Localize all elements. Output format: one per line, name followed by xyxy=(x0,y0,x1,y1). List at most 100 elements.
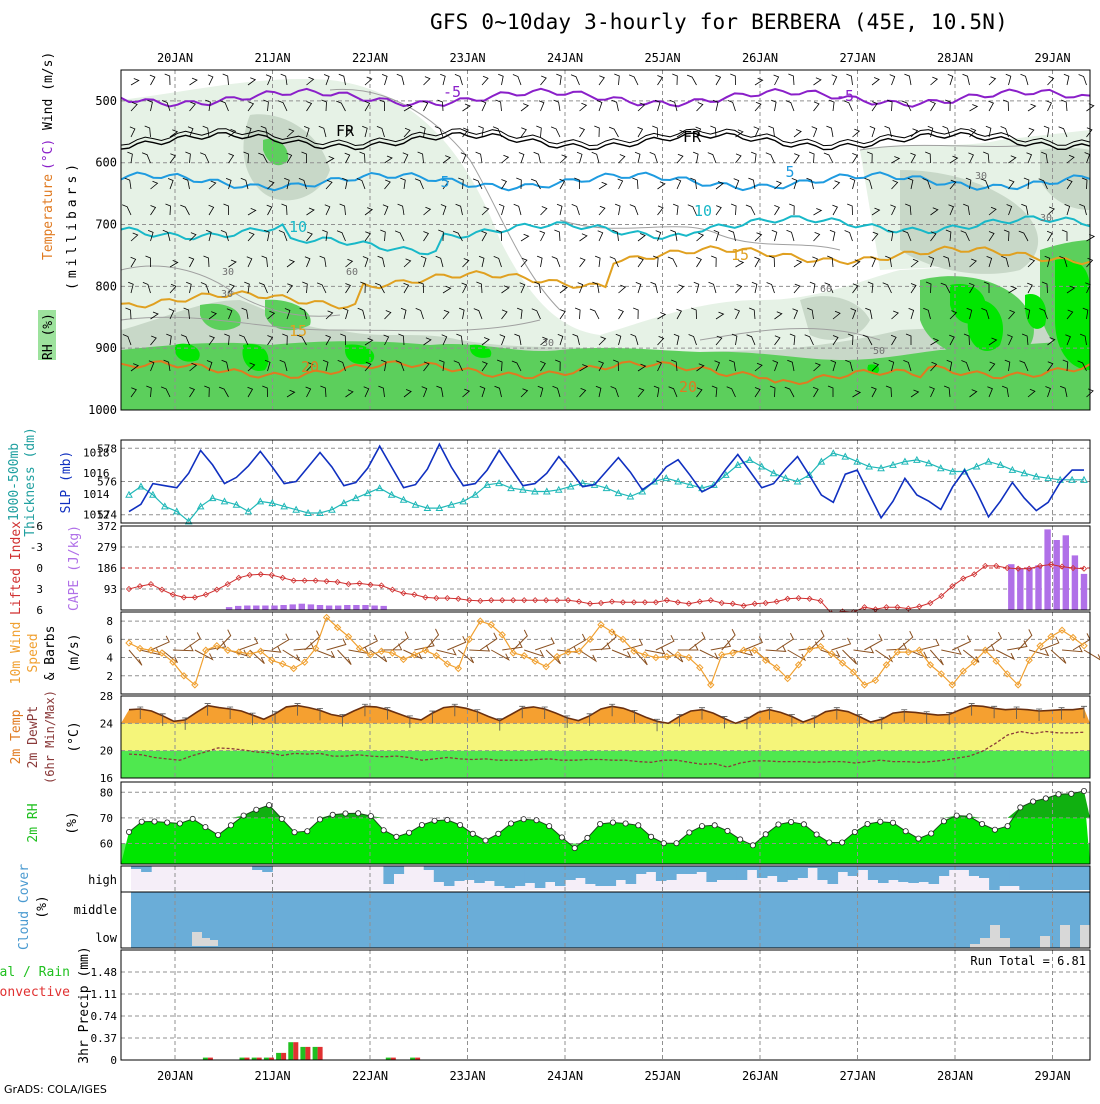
wind-barb xyxy=(442,309,450,320)
date-label-bottom: 28JAN xyxy=(937,1069,973,1083)
wind-barb xyxy=(843,100,853,112)
lifted-index-point xyxy=(586,600,594,607)
wind-barb xyxy=(305,386,312,398)
wind-barb xyxy=(754,101,762,112)
cape-bar xyxy=(271,605,278,610)
temp-minmax-bar xyxy=(788,714,795,727)
rh-contour xyxy=(699,327,881,341)
wind-barb xyxy=(617,178,624,190)
wind-barb xyxy=(1078,74,1087,86)
isotherm-label: 5 xyxy=(440,173,449,191)
date-label-bottom: 25JAN xyxy=(644,1069,680,1083)
wind-barb xyxy=(786,229,795,242)
cloud-high-bar xyxy=(433,866,445,882)
wind-speed-point xyxy=(410,651,419,659)
isotherm-label: 10 xyxy=(289,218,307,236)
rh-point xyxy=(839,839,846,846)
wind-barb xyxy=(247,101,255,112)
wind10m-barb xyxy=(622,638,644,651)
wind-barb xyxy=(520,103,530,112)
isotherm-label: 15 xyxy=(731,246,749,264)
y-tick-label-left: 578 xyxy=(97,442,117,455)
thickness-point xyxy=(829,449,838,457)
wind-barb xyxy=(130,363,140,372)
wind-barb xyxy=(403,104,413,112)
thickness-point xyxy=(363,489,372,497)
date-label-top: 25JAN xyxy=(644,51,680,65)
rh-point xyxy=(393,833,400,840)
thickness-point xyxy=(745,455,754,463)
wind-barb xyxy=(598,181,608,190)
cloud-low-bar xyxy=(1080,925,1090,948)
thickness-point xyxy=(244,507,253,515)
wind-barb xyxy=(442,155,452,164)
wind-speed-point xyxy=(586,635,594,644)
wind-barb xyxy=(910,389,920,398)
wind-barb xyxy=(832,204,838,216)
wind-barb xyxy=(403,127,411,138)
wind-barb xyxy=(618,309,624,320)
wind-barb xyxy=(422,100,429,112)
wind-barb xyxy=(1008,155,1017,164)
y-tick-label: 500 xyxy=(95,94,117,108)
date-label-bottom: 24JAN xyxy=(547,1069,583,1083)
cloud-low-bar xyxy=(192,932,202,946)
lifted-index-point xyxy=(927,599,934,607)
lifted-index-point xyxy=(345,581,352,588)
wind-barb xyxy=(1001,255,1009,268)
wind-speed-point xyxy=(816,642,825,651)
thickness-point xyxy=(387,490,396,498)
wind-barb xyxy=(945,229,952,242)
thickness-point xyxy=(984,457,993,465)
thickness-point xyxy=(733,460,742,468)
thickness-slp-panel xyxy=(120,439,1091,525)
wind-barb xyxy=(296,334,307,346)
wind-speed-point xyxy=(191,681,199,689)
wind-barb xyxy=(574,307,581,320)
thickness-point xyxy=(542,487,551,495)
wind-barb xyxy=(169,153,177,164)
temp-minmax-bar xyxy=(654,718,661,732)
temp-minmax-bar xyxy=(496,718,503,731)
rh-label: 30 xyxy=(1040,213,1052,224)
wind-barb xyxy=(1086,257,1094,268)
wind-barb xyxy=(832,310,841,320)
cloud-ylabel-text: Cloud Cover xyxy=(17,864,32,950)
panel-frame xyxy=(120,525,1091,611)
wind-barb xyxy=(1047,337,1056,346)
rh-point xyxy=(813,831,820,838)
thickness-point xyxy=(1008,465,1017,473)
wind-barb xyxy=(498,73,504,86)
wind-barb xyxy=(988,361,996,372)
rh-point xyxy=(749,842,756,849)
rh-point xyxy=(877,818,884,825)
wind-barb xyxy=(693,281,700,294)
wind-barb xyxy=(882,282,892,294)
wind-barb xyxy=(400,177,406,190)
wind-barb xyxy=(434,126,444,138)
wind-barb xyxy=(749,307,756,320)
precip-convective-bar xyxy=(317,1046,323,1060)
wind-barb xyxy=(832,180,841,190)
wind-barb xyxy=(637,233,646,242)
wind-barb xyxy=(728,229,736,242)
wind10m-barb xyxy=(776,632,795,651)
temp-minmax-bar xyxy=(1013,706,1020,719)
lifted-index-point xyxy=(488,597,495,604)
thickness-point xyxy=(913,455,921,463)
date-label-bottom: 21JAN xyxy=(254,1069,290,1083)
thickness-point xyxy=(1044,474,1053,482)
isotherm--5 xyxy=(120,87,1091,108)
thickness-point xyxy=(650,477,659,485)
thickness-point xyxy=(399,495,408,503)
wind-barb xyxy=(847,333,854,346)
wind10m-barb xyxy=(831,637,852,651)
wind-barb xyxy=(849,177,856,190)
wind-barb xyxy=(864,177,873,190)
wind-barb xyxy=(577,282,584,294)
wind10m-barb xyxy=(381,643,403,651)
wind-barb xyxy=(364,76,373,86)
wind-barb xyxy=(630,333,639,346)
rh-point xyxy=(762,831,769,838)
wind-barb xyxy=(501,154,510,164)
